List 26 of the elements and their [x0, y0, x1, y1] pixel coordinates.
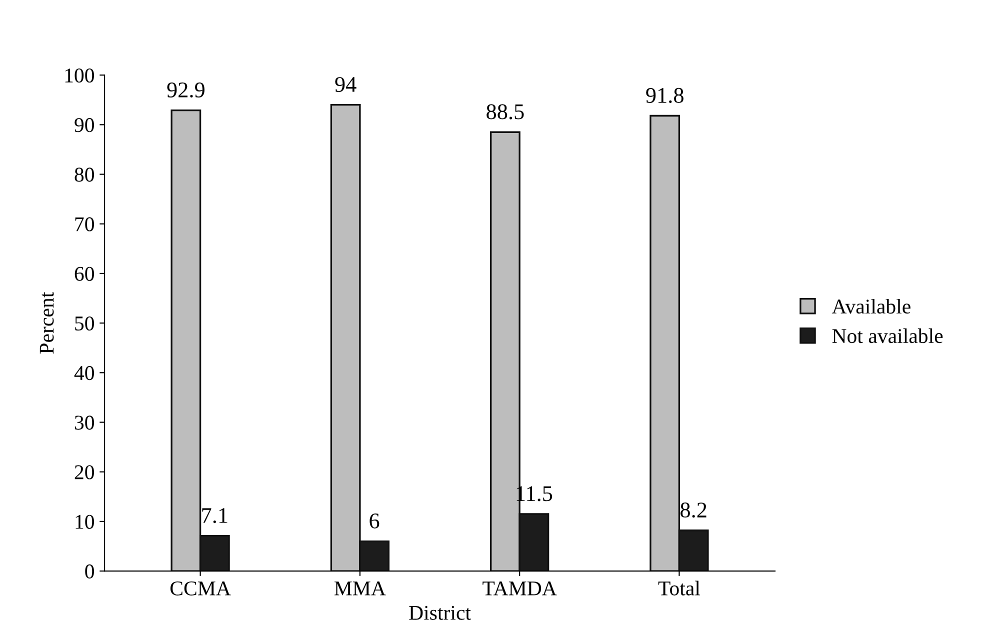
data-label: 91.8 [646, 88, 684, 104]
x-tick-label: CCMA [170, 581, 231, 596]
y-axis-title: Percent [40, 292, 54, 354]
x-axis-title: District [409, 606, 471, 620]
data-label: 94 [335, 77, 356, 92]
y-tick-label: 0 [85, 564, 94, 578]
legend-label: Not available [832, 328, 943, 344]
y-tick-label: 70 [75, 217, 94, 232]
data-label: 92.9 [167, 82, 204, 98]
data-label: 6 [370, 514, 380, 528]
y-tick-label: 60 [74, 266, 94, 281]
y-tick-label: 90 [74, 118, 94, 132]
y-tick-label: 100 [65, 68, 94, 83]
y-tick-label: 40 [74, 366, 94, 380]
x-tick-label: Total [658, 580, 700, 596]
legend-label: Available [832, 298, 910, 314]
data-label: 7.1 [202, 508, 228, 524]
y-tick-label: 10 [76, 514, 94, 529]
data-label: 8.2 [680, 502, 706, 518]
x-tick-label: MMA [334, 581, 386, 596]
y-tick-label: 30 [74, 416, 94, 430]
x-tick-label: TAMDA [482, 581, 557, 596]
data-label: 88.5 [486, 104, 524, 120]
y-tick-label: 20 [74, 465, 94, 480]
y-tick-label: 80 [74, 168, 94, 182]
y-tick-label: 50 [75, 316, 94, 331]
